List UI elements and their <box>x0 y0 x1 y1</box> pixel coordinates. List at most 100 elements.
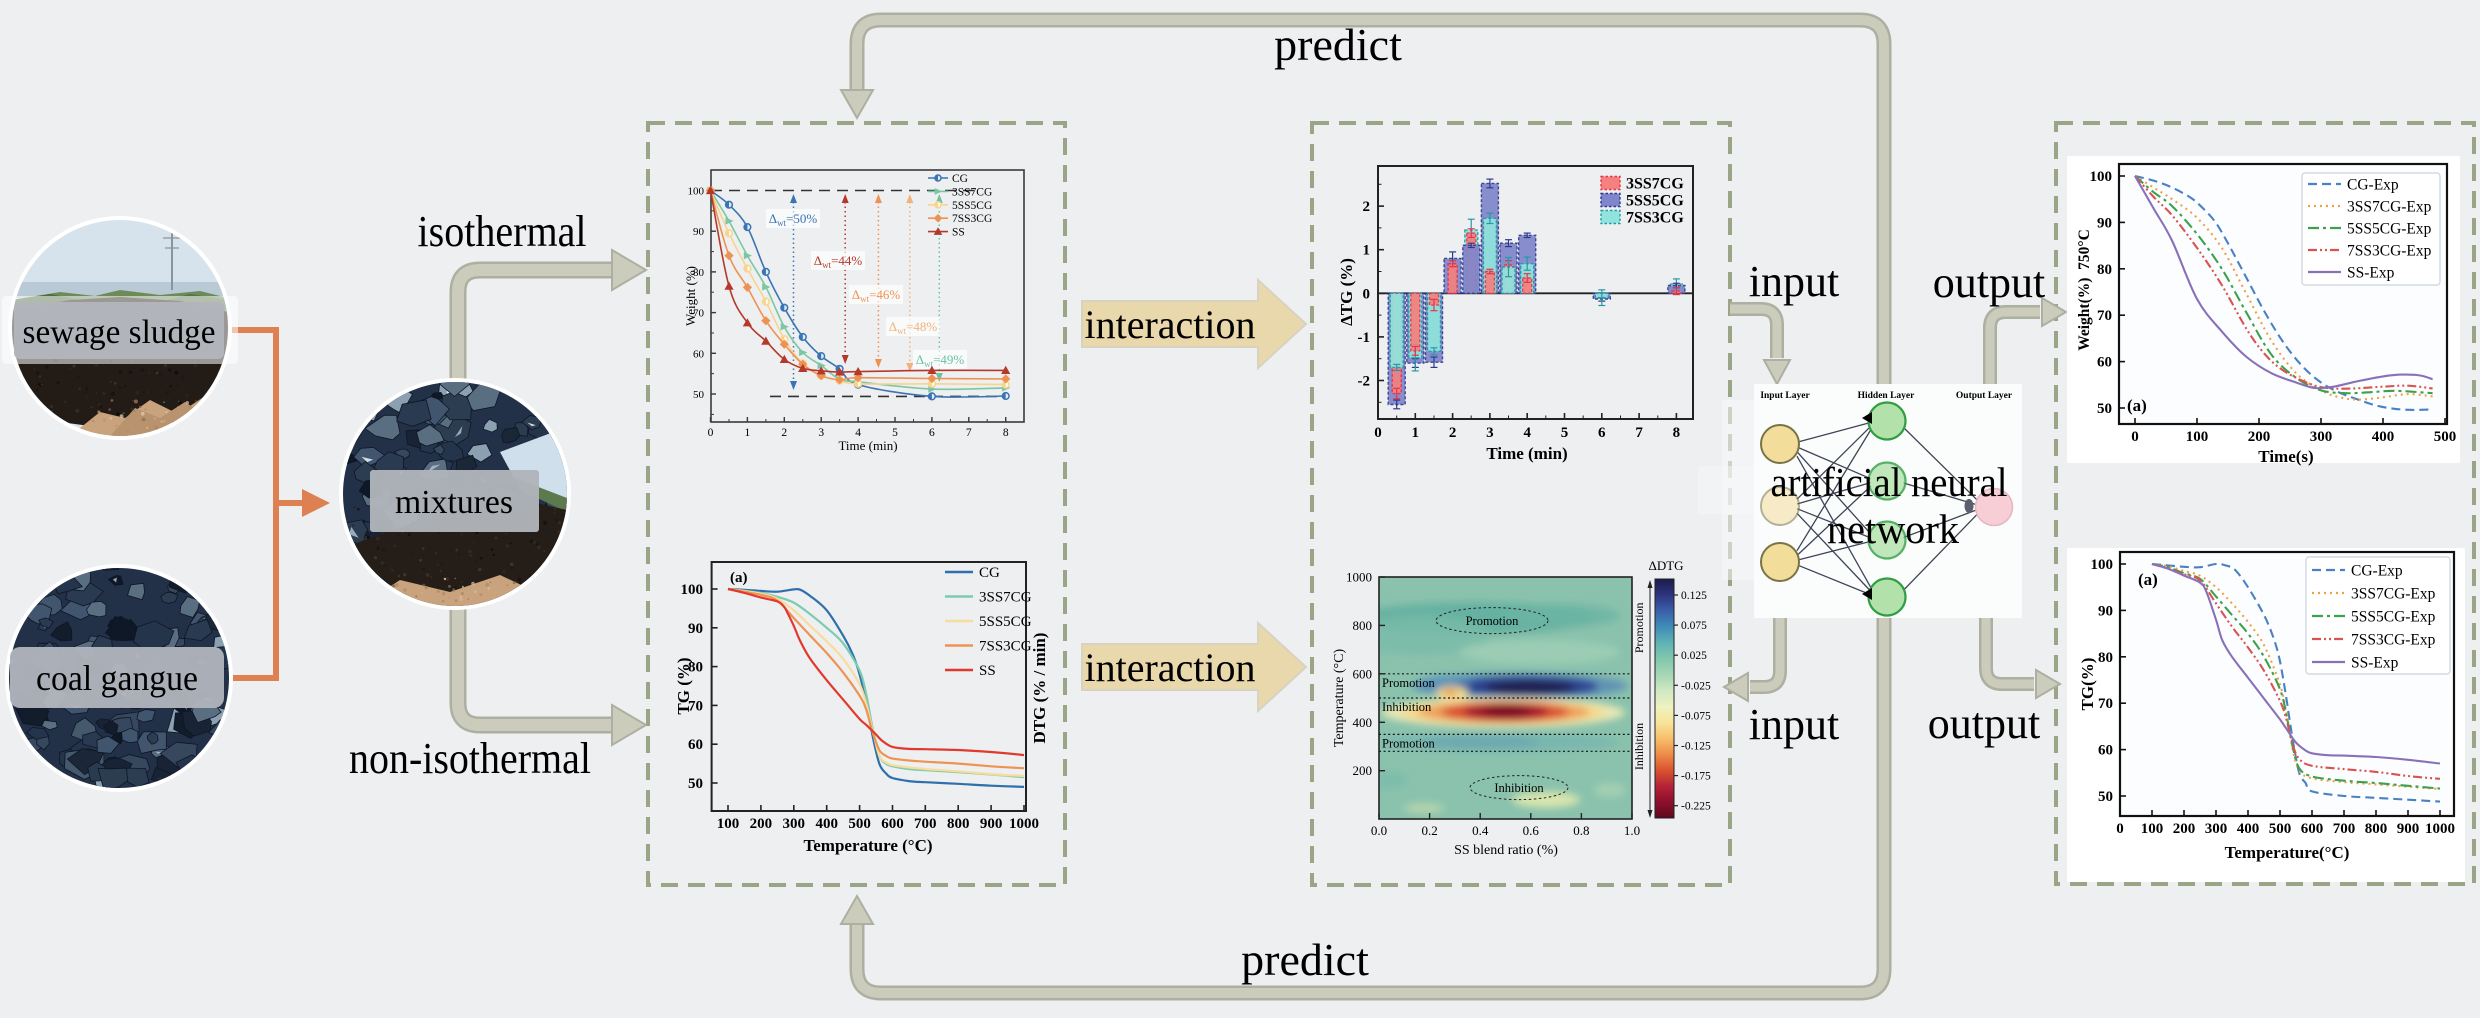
svg-text:Promotion: Promotion <box>1382 736 1436 750</box>
svg-text:Time (min): Time (min) <box>838 438 897 453</box>
svg-text:500: 500 <box>848 816 871 832</box>
svg-text:2: 2 <box>1363 199 1371 215</box>
svg-text:Time(s): Time(s) <box>2258 447 2313 466</box>
svg-text:800: 800 <box>1353 618 1373 633</box>
svg-text:Δwt=49%: Δwt=49% <box>916 352 965 369</box>
svg-text:5: 5 <box>892 427 898 439</box>
svg-text:1000: 1000 <box>1346 570 1372 585</box>
svg-text:TG(%): TG(%) <box>2078 658 2097 711</box>
svg-text:Inhibition: Inhibition <box>1494 781 1544 795</box>
svg-text:Δwt=50%: Δwt=50% <box>769 211 818 228</box>
svg-text:400: 400 <box>2372 429 2395 445</box>
svg-text:7SS3CG: 7SS3CG <box>952 213 992 225</box>
svg-text:SS-Exp: SS-Exp <box>2347 265 2395 282</box>
svg-text:2: 2 <box>781 427 787 439</box>
svg-text:5SS5CG-Exp: 5SS5CG-Exp <box>2351 609 2436 626</box>
svg-text:900: 900 <box>2397 821 2420 837</box>
svg-text:100: 100 <box>2141 821 2164 837</box>
svg-text:900: 900 <box>980 816 1003 832</box>
svg-text:Weight(%) 750°C: Weight(%) 750°C <box>2076 229 2093 351</box>
svg-text:50: 50 <box>2097 401 2112 417</box>
svg-text:3SS7CG-Exp: 3SS7CG-Exp <box>2347 199 2432 216</box>
svg-text:coal gangue: coal gangue <box>36 658 198 698</box>
svg-text:700: 700 <box>2333 821 2356 837</box>
svg-text:7SS3CG-Exp: 7SS3CG-Exp <box>2347 243 2432 260</box>
svg-text:Time (min): Time (min) <box>1486 444 1567 463</box>
svg-text:CG-Exp: CG-Exp <box>2347 177 2399 194</box>
svg-text:8: 8 <box>1003 427 1009 439</box>
svg-text:60: 60 <box>688 737 703 753</box>
svg-text:800: 800 <box>947 816 970 832</box>
svg-text:DTG (% / min): DTG (% / min) <box>1030 633 1049 744</box>
svg-text:Weight (%): Weight (%) <box>683 266 698 326</box>
svg-text:200: 200 <box>2248 429 2271 445</box>
svg-text:1.0: 1.0 <box>1624 823 1640 838</box>
svg-text:TG (%): TG (%) <box>674 657 693 714</box>
svg-text:200: 200 <box>2173 821 2196 837</box>
svg-text:70: 70 <box>693 308 705 320</box>
svg-text:6: 6 <box>929 427 935 439</box>
svg-text:-0.175: -0.175 <box>1681 771 1711 783</box>
svg-text:50: 50 <box>688 776 703 792</box>
svg-text:50: 50 <box>2098 789 2113 805</box>
svg-text:800: 800 <box>2365 821 2388 837</box>
svg-text:100: 100 <box>2186 429 2209 445</box>
svg-text:7SS3CG: 7SS3CG <box>979 639 1032 655</box>
svg-text:0.8: 0.8 <box>1573 823 1589 838</box>
svg-text:0: 0 <box>708 427 714 439</box>
svg-text:Hidden Layer: Hidden Layer <box>1858 391 1916 401</box>
svg-text:70: 70 <box>688 698 703 714</box>
svg-text:4: 4 <box>1523 425 1531 441</box>
svg-text:0: 0 <box>1374 425 1382 441</box>
svg-text:interaction: interaction <box>1084 645 1255 690</box>
svg-text:7: 7 <box>1635 425 1643 441</box>
svg-text:600: 600 <box>881 816 904 832</box>
svg-text:Inhibition: Inhibition <box>1382 700 1432 714</box>
svg-text:-0.225: -0.225 <box>1681 801 1711 813</box>
svg-text:CG-Exp: CG-Exp <box>2351 563 2403 580</box>
svg-text:90: 90 <box>693 226 705 238</box>
svg-text:1000: 1000 <box>2425 821 2455 837</box>
svg-text:non-isothermal: non-isothermal <box>349 734 591 783</box>
svg-text:100: 100 <box>688 186 705 198</box>
svg-text:7SS3CG-Exp: 7SS3CG-Exp <box>2351 632 2436 649</box>
svg-text:3: 3 <box>1486 425 1494 441</box>
svg-text:0.2: 0.2 <box>1421 823 1437 838</box>
svg-text:300: 300 <box>2310 429 2333 445</box>
svg-text:-1: -1 <box>1358 330 1371 346</box>
svg-text:5: 5 <box>1561 425 1569 441</box>
svg-text:0.075: 0.075 <box>1681 620 1707 632</box>
svg-text:0.025: 0.025 <box>1681 650 1707 662</box>
svg-text:Temperature (°C): Temperature (°C) <box>1332 649 1347 748</box>
svg-text:isothermal: isothermal <box>418 207 587 256</box>
svg-text:1: 1 <box>745 427 751 439</box>
svg-text:Promotion: Promotion <box>1382 676 1436 690</box>
svg-text:-2: -2 <box>1358 374 1371 390</box>
svg-text:(a): (a) <box>2138 570 2158 589</box>
svg-text:predict: predict <box>1241 934 1369 985</box>
svg-text:100: 100 <box>717 816 740 832</box>
svg-text:-0.025: -0.025 <box>1681 680 1711 692</box>
svg-text:output: output <box>1933 258 2045 307</box>
svg-text:7: 7 <box>966 427 972 439</box>
svg-text:5SS5CG: 5SS5CG <box>1626 193 1684 210</box>
svg-text:SS blend ratio (%): SS blend ratio (%) <box>1454 843 1558 858</box>
svg-text:4: 4 <box>855 427 861 439</box>
svg-text:5SS5CG-Exp: 5SS5CG-Exp <box>2347 221 2432 238</box>
svg-text:0.4: 0.4 <box>1472 823 1489 838</box>
svg-text:network: network <box>1827 506 1959 552</box>
svg-text:70: 70 <box>2097 308 2112 324</box>
svg-text:0: 0 <box>2131 429 2139 445</box>
svg-text:60: 60 <box>693 348 705 360</box>
svg-text:3SS7CG-Exp: 3SS7CG-Exp <box>2351 586 2436 603</box>
svg-text:8: 8 <box>1673 425 1681 441</box>
svg-text:-0.125: -0.125 <box>1681 741 1711 753</box>
svg-text:Promotion: Promotion <box>1466 614 1520 628</box>
svg-text:0: 0 <box>2116 821 2124 837</box>
svg-text:input: input <box>1749 257 1839 306</box>
svg-text:output: output <box>1928 699 2040 748</box>
svg-text:Δwt=48%: Δwt=48% <box>889 319 938 336</box>
svg-text:300: 300 <box>783 816 806 832</box>
svg-text:400: 400 <box>1353 715 1373 730</box>
svg-text:60: 60 <box>2097 355 2112 371</box>
